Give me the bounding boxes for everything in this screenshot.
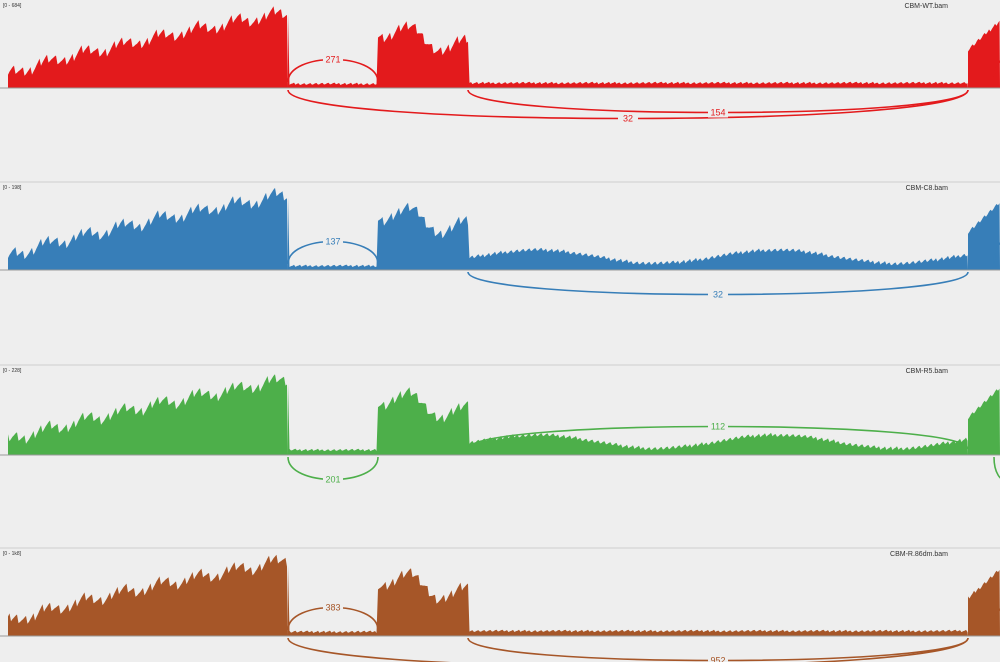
coverage-block-1 [8, 6, 288, 88]
junction-count-bg [708, 107, 728, 118]
coverage-block-4 [468, 583, 968, 636]
coverage-block-1 [8, 554, 288, 636]
junction-count: 137 [325, 237, 340, 247]
junction-count-bg [618, 113, 638, 124]
junction-count: 154 [710, 108, 725, 118]
range-label: [0 - 684] [3, 3, 22, 9]
coverage-block-5 [968, 203, 1000, 270]
file-label: CBM-C8.bam [906, 185, 949, 192]
junction-count: 32 [623, 114, 633, 124]
track-1: [0 - 684] CBM-WT.bam 271 32 154 [0, 3, 1000, 124]
junction-arc [993, 456, 1000, 479]
junction-count-bg [323, 602, 343, 613]
coverage-block-4 [468, 401, 968, 455]
track-3: [0 - 228] CBM-R5.bam 201 112 [0, 364, 1000, 485]
junction-count-bg [323, 474, 343, 485]
junction-count-bg [708, 289, 728, 300]
range-label: [0 - 198] [3, 185, 22, 191]
junction-arc [287, 637, 969, 662]
file-label: CBM-R.86dm.bam [890, 551, 948, 558]
coverage-block-3 [378, 387, 468, 455]
junction-count: 383 [325, 603, 340, 613]
junction-count-bg [323, 236, 343, 247]
coverage-block-2 [288, 383, 378, 455]
file-label: CBM-R5.bam [906, 368, 949, 375]
coverage-block-4 [468, 225, 968, 270]
coverage-block-5 [968, 570, 1000, 636]
junction-count: 32 [713, 290, 723, 300]
junction-count-bg [323, 54, 343, 65]
junction-arc [993, 242, 1000, 265]
junction-count: 271 [325, 55, 340, 65]
coverage-block-1 [8, 187, 288, 270]
coverage-block-2 [288, 14, 378, 88]
track-2: [0 - 198] CBM-C8.bam 137 32 [0, 181, 1000, 300]
range-label: [0 - 1k8] [3, 551, 22, 557]
file-label: CBM-WT.bam [904, 3, 948, 10]
junction-count-bg [708, 655, 728, 662]
coverage-block-2 [288, 197, 378, 270]
junction-count: 201 [325, 475, 340, 485]
coverage-block-3 [378, 202, 468, 270]
coverage-block-4 [468, 41, 968, 88]
range-label: [0 - 228] [3, 368, 22, 374]
coverage-block-2 [288, 565, 378, 636]
coverage-block-5 [968, 20, 1000, 88]
junction-count: 112 [711, 422, 725, 432]
coverage-block-5 [968, 388, 1000, 455]
junction-arc [993, 608, 1000, 631]
junction-count: 952 [710, 656, 725, 662]
junction-arc [993, 60, 1000, 83]
track-4: [0 - 1k8]CBM-R.86dm.bam38352952 [0, 547, 1000, 662]
coverage-block-3 [378, 568, 468, 636]
coverage-block-3 [378, 21, 468, 88]
junction-count-bg [708, 421, 728, 432]
coverage-block-1 [8, 374, 288, 455]
